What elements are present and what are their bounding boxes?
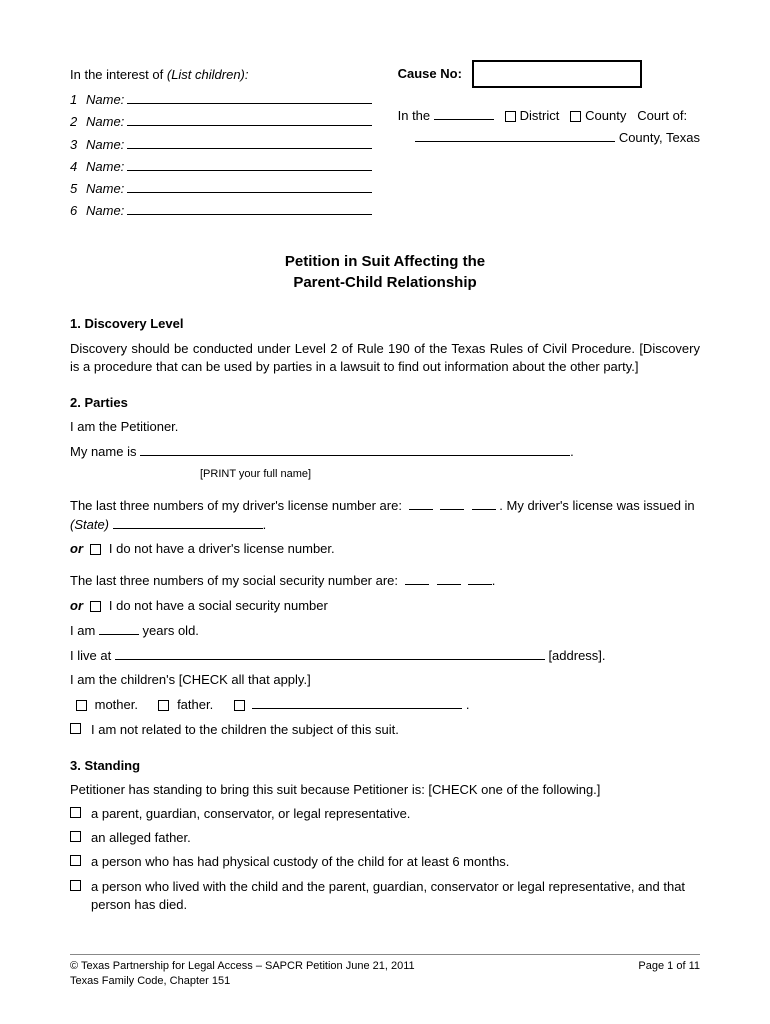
mother-label: mother. bbox=[95, 697, 138, 712]
child-name-input-3[interactable] bbox=[127, 135, 372, 149]
footer-page: Page 1 of 11 bbox=[638, 959, 700, 990]
name-label-5: Name: bbox=[86, 180, 124, 198]
standing-intro: Petitioner has standing to bring this su… bbox=[70, 781, 700, 799]
no-dl-checkbox[interactable] bbox=[90, 544, 101, 555]
age-input[interactable] bbox=[99, 621, 139, 635]
ssn-digit-3[interactable] bbox=[468, 573, 492, 585]
section-2-heading: 2. Parties bbox=[70, 394, 700, 412]
dl-pre-label: The last three numbers of my driver's li… bbox=[70, 498, 402, 513]
standing-opt1-checkbox[interactable] bbox=[70, 807, 81, 818]
standing-opt4-checkbox[interactable] bbox=[70, 880, 81, 891]
ssn-digit-1[interactable] bbox=[405, 573, 429, 585]
district-label: District bbox=[520, 108, 560, 123]
or-label-2: or bbox=[70, 598, 83, 613]
petitioner-line: I am the Petitioner. bbox=[70, 418, 700, 436]
address-input[interactable] bbox=[115, 646, 545, 660]
standing-opt2-checkbox[interactable] bbox=[70, 831, 81, 842]
children-check-label: I am the children's [CHECK all that appl… bbox=[70, 671, 700, 689]
not-related-checkbox[interactable] bbox=[70, 723, 81, 734]
interest-hint: (List children): bbox=[167, 67, 249, 82]
name-label-3: Name: bbox=[86, 136, 124, 154]
child-num-5: 5 bbox=[70, 180, 86, 198]
state-hint: (State) bbox=[70, 517, 109, 532]
dl-digit-1[interactable] bbox=[409, 498, 433, 510]
title-line-1: Petition in Suit Affecting the bbox=[70, 251, 700, 272]
mother-checkbox[interactable] bbox=[76, 700, 87, 711]
child-num-4: 4 bbox=[70, 158, 86, 176]
child-num-6: 6 bbox=[70, 202, 86, 220]
my-name-label: My name is bbox=[70, 444, 136, 459]
court-of-label: Court of: bbox=[637, 108, 687, 123]
section-1-text: Discovery should be conducted under Leve… bbox=[70, 340, 700, 376]
standing-opt1-label: a parent, guardian, conservator, or lega… bbox=[91, 805, 410, 823]
child-num-3: 3 bbox=[70, 136, 86, 154]
no-ssn-label: I do not have a social security number bbox=[109, 598, 328, 613]
county-texas-label: County, Texas bbox=[619, 130, 700, 145]
footer-code: Texas Family Code, Chapter 151 bbox=[70, 974, 415, 989]
district-checkbox[interactable] bbox=[505, 111, 516, 122]
name-label-4: Name: bbox=[86, 158, 124, 176]
name-label-6: Name: bbox=[86, 202, 124, 220]
live-pre-label: I live at bbox=[70, 648, 111, 663]
child-num-1: 1 bbox=[70, 91, 86, 109]
dl-digit-2[interactable] bbox=[440, 498, 464, 510]
cause-no-input[interactable] bbox=[472, 60, 642, 88]
county-name-input[interactable] bbox=[415, 128, 615, 142]
dl-digit-3[interactable] bbox=[472, 498, 496, 510]
child-num-2: 2 bbox=[70, 113, 86, 131]
other-relation-checkbox[interactable] bbox=[234, 700, 245, 711]
child-name-input-5[interactable] bbox=[127, 179, 372, 193]
standing-opt2-label: an alleged father. bbox=[91, 829, 191, 847]
child-name-input-2[interactable] bbox=[127, 112, 372, 126]
other-relation-input[interactable] bbox=[252, 695, 462, 709]
or-label-1: or bbox=[70, 541, 83, 556]
child-name-input-6[interactable] bbox=[127, 201, 372, 215]
standing-opt3-checkbox[interactable] bbox=[70, 855, 81, 866]
standing-opt4-label: a person who lived with the child and th… bbox=[91, 878, 700, 914]
child-name-input-1[interactable] bbox=[127, 90, 372, 104]
age-post-label: years old. bbox=[143, 623, 199, 638]
not-related-label: I am not related to the children the sub… bbox=[91, 721, 399, 739]
father-label: father. bbox=[177, 697, 213, 712]
ssn-digit-2[interactable] bbox=[437, 573, 461, 585]
full-name-input[interactable] bbox=[140, 442, 570, 456]
footer-copyright: © Texas Partnership for Legal Access – S… bbox=[70, 959, 415, 974]
section-1-heading: 1. Discovery Level bbox=[70, 315, 700, 333]
county-checkbox[interactable] bbox=[570, 111, 581, 122]
ssn-label: The last three numbers of my social secu… bbox=[70, 573, 398, 588]
child-name-input-4[interactable] bbox=[127, 157, 372, 171]
cause-no-label: Cause No: bbox=[398, 65, 462, 83]
father-checkbox[interactable] bbox=[158, 700, 169, 711]
no-dl-label: I do not have a driver's license number. bbox=[109, 541, 335, 556]
standing-opt3-label: a person who has had physical custody of… bbox=[91, 853, 509, 871]
name-label-2: Name: bbox=[86, 113, 124, 131]
interest-label: In the interest of bbox=[70, 67, 163, 82]
page-title: Petition in Suit Affecting the Parent-Ch… bbox=[70, 251, 700, 293]
in-the-label: In the bbox=[398, 108, 431, 123]
dl-state-input[interactable] bbox=[113, 515, 263, 529]
dl-post-label: . My driver's license was issued in bbox=[499, 498, 694, 513]
title-line-2: Parent-Child Relationship bbox=[70, 272, 700, 293]
live-post-label: [address]. bbox=[548, 648, 605, 663]
age-pre-label: I am bbox=[70, 623, 95, 638]
county-label: County bbox=[585, 108, 626, 123]
no-ssn-checkbox[interactable] bbox=[90, 601, 101, 612]
name-hint: [PRINT your full name] bbox=[200, 467, 700, 482]
name-label-1: Name: bbox=[86, 91, 124, 109]
section-3-heading: 3. Standing bbox=[70, 757, 700, 775]
court-number-input[interactable] bbox=[434, 106, 494, 120]
